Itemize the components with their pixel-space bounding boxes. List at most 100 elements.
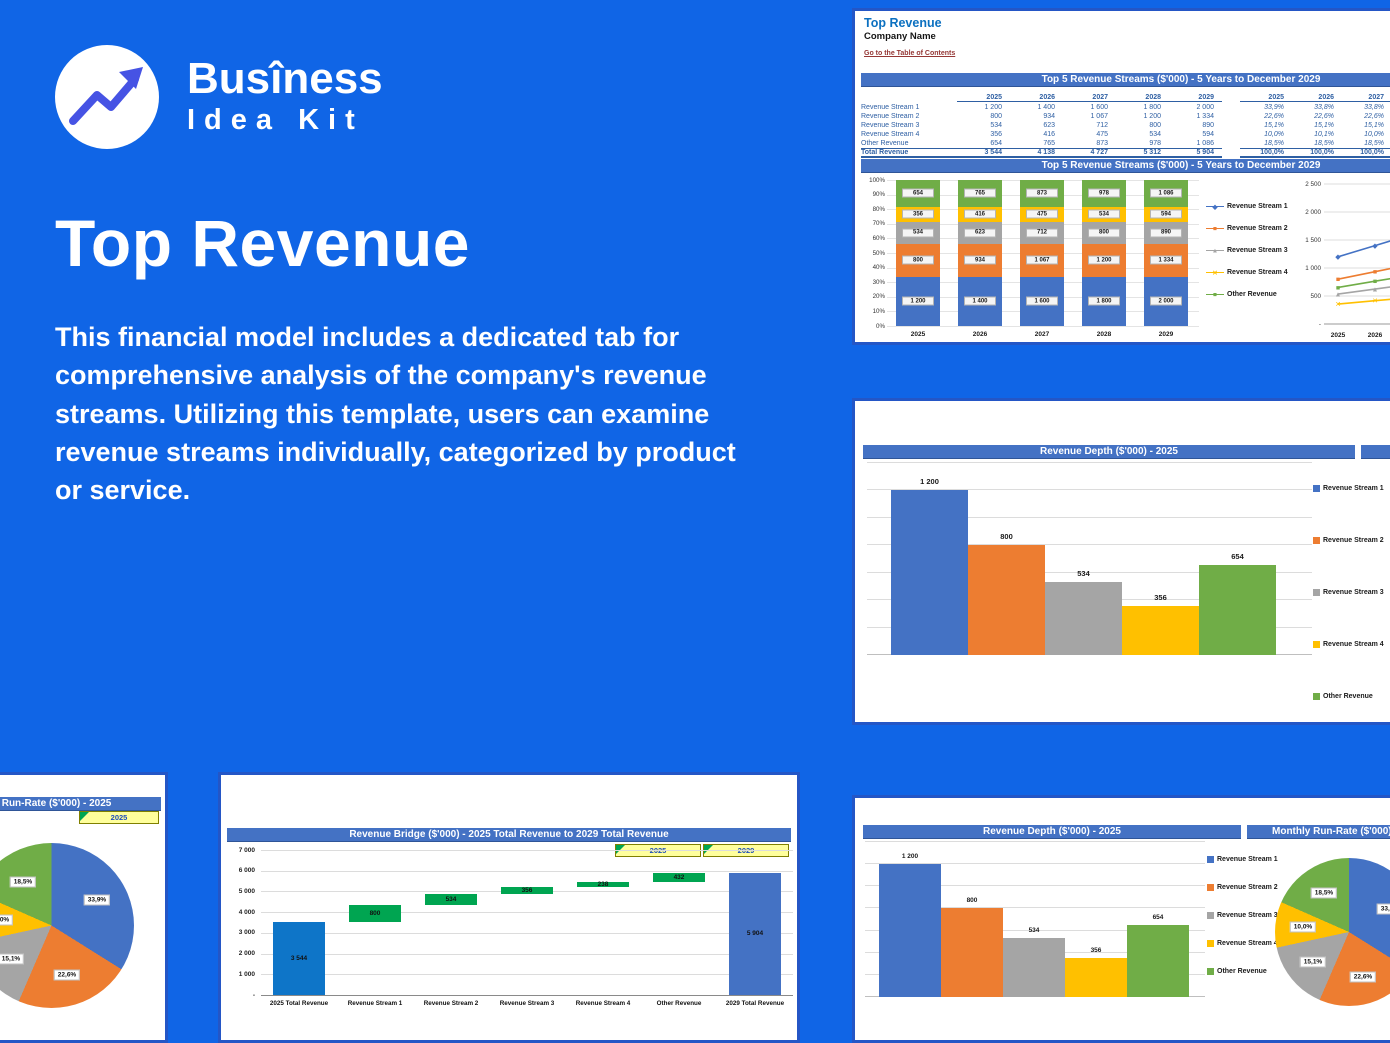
legend-label: Revenue Stream 3	[1217, 912, 1278, 919]
legend-line	[1206, 228, 1224, 229]
series-legend: ◆ Revenue Stream 1 ■ Revenue Stream 2 ▲ Reven…	[1206, 176, 1292, 342]
chart-title-bar: Top 5 Revenue Streams ($'000) - 5 Years …	[861, 159, 1390, 173]
cell-percent: 22,6%	[1264, 113, 1284, 120]
segment-value-label: 765	[964, 188, 996, 198]
run-rate-pie-chart-small: 33,9% 22,6% 15,1% 10,0% 18,5%	[1275, 858, 1390, 1006]
trend-arrow-graphic	[69, 67, 143, 125]
gridline	[867, 489, 1312, 491]
cell-value: 594	[1202, 131, 1214, 138]
gridline	[865, 907, 1205, 909]
brand-logo: Busîness Idea Kit	[55, 45, 383, 149]
charts-row: 100% 90% 80% 70% 60% 50% 40% 30% 20% 10% 0% 1 200 80…	[861, 176, 1390, 342]
pie-slice-label: 22,6%	[53, 969, 81, 981]
waterfall-bar: 3 544	[273, 921, 325, 995]
row-label: Revenue Stream 4	[861, 131, 920, 138]
y-axis-tick: 80%	[872, 205, 885, 213]
svg-text:▲: ▲	[1335, 291, 1342, 298]
cell-value: 2 000	[1196, 104, 1214, 111]
segment-value-label: 1 086	[1150, 188, 1182, 198]
run-rate-title-bar-2: Monthly Run-Rate ($'000) - 2025	[1247, 825, 1390, 839]
waterfall-bar: 5 904	[729, 872, 781, 995]
total-row: Total Revenue 3 544 4 138 4 727 5 312 5 904 10…	[861, 147, 1390, 158]
waterfall-bar: 800	[349, 905, 401, 922]
depth-title-bar: Revenue Depth ($'000) - 2025	[863, 445, 1355, 459]
x-axis-label: 2025 Total Revenue	[269, 1000, 329, 1007]
legend-item: ✕ Revenue Stream 4	[1206, 268, 1292, 277]
legend-item: ▲ Revenue Stream 3	[1206, 246, 1292, 255]
row-label: Revenue Stream 3	[861, 122, 920, 129]
waterfall-bar: 356	[501, 886, 553, 894]
cell-value: 4 727	[1063, 148, 1116, 158]
legend-marker: ■	[1206, 224, 1224, 233]
cell-percent: 2025	[1240, 94, 1290, 102]
depth-title-bar-2: Revenue Depth ($'000) - 2025	[863, 825, 1241, 839]
legend-label: Revenue Stream 4	[1323, 641, 1384, 648]
svg-text:■: ■	[1336, 277, 1340, 284]
cell-value: 2029	[1169, 94, 1222, 102]
legend-swatch	[1207, 940, 1214, 947]
depth-bar	[1003, 937, 1065, 997]
table-title-bar: Top 5 Revenue Streams ($'000) - 5 Years …	[861, 73, 1390, 87]
bar-value-label: 654	[1231, 552, 1244, 562]
cell-value: 623	[1043, 122, 1055, 129]
legend-label: Other Revenue	[1323, 693, 1373, 700]
legend-marker: ◆	[1206, 202, 1224, 211]
legend-label: Other Revenue	[1217, 968, 1267, 975]
cell-value: 2025	[957, 94, 1010, 102]
legend-swatch	[1207, 884, 1214, 891]
table-row: Revenue Stream 4 356 416 475 534 594 10,0% 10,1…	[861, 129, 1390, 138]
cell-value: 873	[1096, 140, 1108, 147]
pie-slice-label: 10,0%	[0, 914, 14, 926]
legend-item: Revenue Stream 2	[1313, 537, 1384, 544]
bar-value-label: 534	[1028, 926, 1040, 934]
sheet-header: Top Revenue Company Name Go to the Table…	[864, 16, 955, 60]
pie-slice-label: 10,0%	[1289, 921, 1317, 933]
bar-value-label: 800	[1000, 532, 1013, 542]
segment-value-label: 416	[964, 209, 996, 219]
segment-value-label: 623	[964, 228, 996, 238]
svg-text:◆: ◆	[1335, 254, 1341, 261]
table-row: Other Revenue 654 765 873 978 1 086 18,5% 18,5%…	[861, 138, 1390, 147]
cell-value: 1 400	[1037, 104, 1055, 111]
run-rate-title-bar: Monthly Run-Rate ($'000) - 2025	[0, 797, 161, 811]
depth-bar	[1127, 924, 1189, 997]
brand-name-line1: Busîness	[187, 54, 383, 103]
page-title: Top Revenue	[55, 206, 471, 280]
bridge-title-bar: Revenue Bridge ($'000) - 2025 Total Reve…	[227, 828, 791, 842]
legend-label: Revenue Stream 1	[1227, 203, 1288, 210]
cell-percent: 22,6%	[1314, 113, 1334, 120]
y-axis-tick: 4 000	[238, 908, 255, 916]
table-of-contents-link[interactable]: Go to the Table of Contents	[864, 50, 956, 57]
pie-slice-label: 33,9%	[1376, 903, 1390, 915]
cell-value: 2027	[1063, 94, 1116, 102]
legend-swatch	[1207, 912, 1214, 919]
gridline	[261, 912, 793, 914]
legend-line	[1206, 294, 1224, 295]
legend-swatch	[1313, 485, 1320, 492]
cell-percent: 2027	[1340, 94, 1390, 102]
year-filter-value: 2025	[110, 813, 128, 822]
depth-bar-chart-small: 1 200 800 534 356 654	[865, 841, 1205, 997]
cell-value: 654	[990, 140, 1002, 147]
svg-text:✕: ✕	[1335, 301, 1341, 308]
year-filter-dropdown[interactable]: 2025	[79, 811, 159, 824]
cell-percent: 15,1%	[1364, 122, 1384, 129]
revenue-bridge-panel: Revenue Bridge ($'000) - 2025 Total Reve…	[218, 772, 800, 1043]
cell-value: 2026	[1010, 94, 1063, 102]
legend-label: Revenue Stream 2	[1227, 225, 1288, 232]
gridline	[261, 870, 793, 872]
cell-value: 978	[1149, 140, 1161, 147]
gridline	[867, 462, 1312, 463]
cell-percent: 18,5%	[1364, 140, 1384, 147]
svg-text:2 500: 2 500	[1305, 181, 1321, 188]
segment-value-label: 1 334	[1150, 255, 1182, 265]
cell-value: 416	[1043, 131, 1055, 138]
cell-value: 800	[990, 113, 1002, 120]
legend-item: ◆ Revenue Stream 1	[1206, 202, 1292, 211]
trend-arrow-icon	[55, 45, 159, 149]
legend-label: Revenue Stream 1	[1217, 856, 1278, 863]
x-axis-label: 2025	[910, 331, 926, 338]
segment-value-label: 1 200	[1088, 255, 1120, 265]
